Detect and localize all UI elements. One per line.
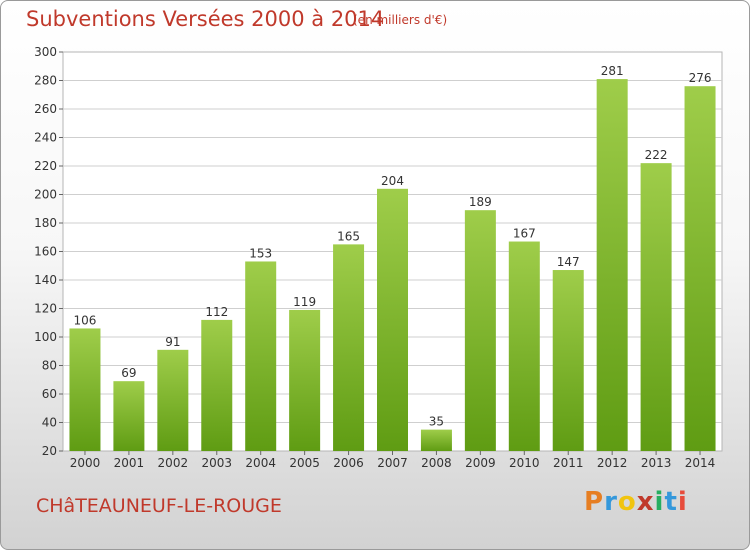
data-label: 106: [74, 313, 97, 327]
y-tick-label: 300: [34, 45, 57, 59]
logo-letter: t: [664, 487, 678, 517]
chart-title: Subventions Versées 2000 à 2014: [26, 7, 385, 31]
x-tick-label: 2014: [685, 456, 716, 470]
bar: [113, 381, 145, 451]
y-tick-label: 160: [34, 245, 57, 259]
x-tick-label: 2008: [421, 456, 452, 470]
logo-letter: o: [617, 487, 637, 517]
logo-letter: x: [636, 487, 655, 517]
data-label: 189: [469, 195, 492, 209]
y-tick-label: 40: [42, 416, 57, 430]
bar: [552, 270, 584, 451]
logo-letter: i: [677, 487, 688, 517]
bar: [684, 86, 716, 451]
logo-letter: P: [584, 487, 605, 517]
y-tick-label: 240: [34, 131, 57, 145]
y-tick-label: 120: [34, 302, 57, 316]
x-tick-label: 2000: [70, 456, 101, 470]
x-tick-label: 2004: [245, 456, 276, 470]
data-label: 204: [381, 174, 404, 188]
data-label: 119: [293, 295, 316, 309]
bar: [333, 244, 365, 451]
bar: [201, 319, 233, 451]
x-tick-label: 2006: [333, 456, 364, 470]
bar: [377, 188, 408, 452]
x-tick-label: 2013: [641, 456, 672, 470]
x-tick-label: 2012: [597, 456, 628, 470]
y-tick-label: 140: [34, 273, 57, 287]
data-label: 35: [429, 415, 444, 429]
chart-unit: (en milliers d'€): [353, 13, 448, 27]
bar: [640, 163, 672, 451]
bar: [245, 261, 277, 451]
data-label: 222: [645, 148, 668, 162]
x-tick-label: 2007: [377, 456, 408, 470]
x-tick-label: 2001: [114, 456, 145, 470]
x-tick-label: 2005: [289, 456, 320, 470]
data-label: 153: [249, 246, 272, 260]
x-tick-label: 2002: [158, 456, 189, 470]
y-tick-label: 280: [34, 74, 57, 88]
data-label: 165: [337, 229, 360, 243]
bar: [69, 328, 101, 451]
y-tick-label: 180: [34, 216, 57, 230]
data-label: 91: [165, 335, 180, 349]
x-tick-label: 2003: [201, 456, 232, 470]
data-label: 69: [121, 366, 136, 380]
bar: [289, 309, 321, 451]
logo-letter: r: [604, 487, 618, 517]
data-label: 147: [557, 255, 580, 269]
y-tick-label: 100: [34, 330, 57, 344]
bar: [596, 79, 628, 451]
data-label: 276: [689, 71, 712, 85]
y-tick-label: 80: [42, 359, 57, 373]
data-label: 112: [205, 305, 228, 319]
logo-letter: i: [654, 487, 665, 517]
bar: [157, 349, 189, 451]
y-tick-label: 20: [42, 444, 57, 458]
bar: [464, 210, 496, 451]
y-tick-label: 200: [34, 188, 57, 202]
bar: [508, 241, 540, 451]
data-label: 281: [601, 64, 624, 78]
x-tick-label: 2009: [465, 456, 496, 470]
y-tick-label: 260: [34, 102, 57, 116]
data-label: 167: [513, 227, 536, 241]
y-tick-label: 220: [34, 159, 57, 173]
x-tick-label: 2010: [509, 456, 540, 470]
bar: [420, 429, 452, 451]
x-tick-label: 2011: [553, 456, 584, 470]
commune-name: CHâTEAUNEUF-LE-ROUGE: [36, 495, 282, 517]
proxiti-logo[interactable]: Proxiti: [584, 487, 688, 517]
y-tick-label: 60: [42, 387, 57, 401]
